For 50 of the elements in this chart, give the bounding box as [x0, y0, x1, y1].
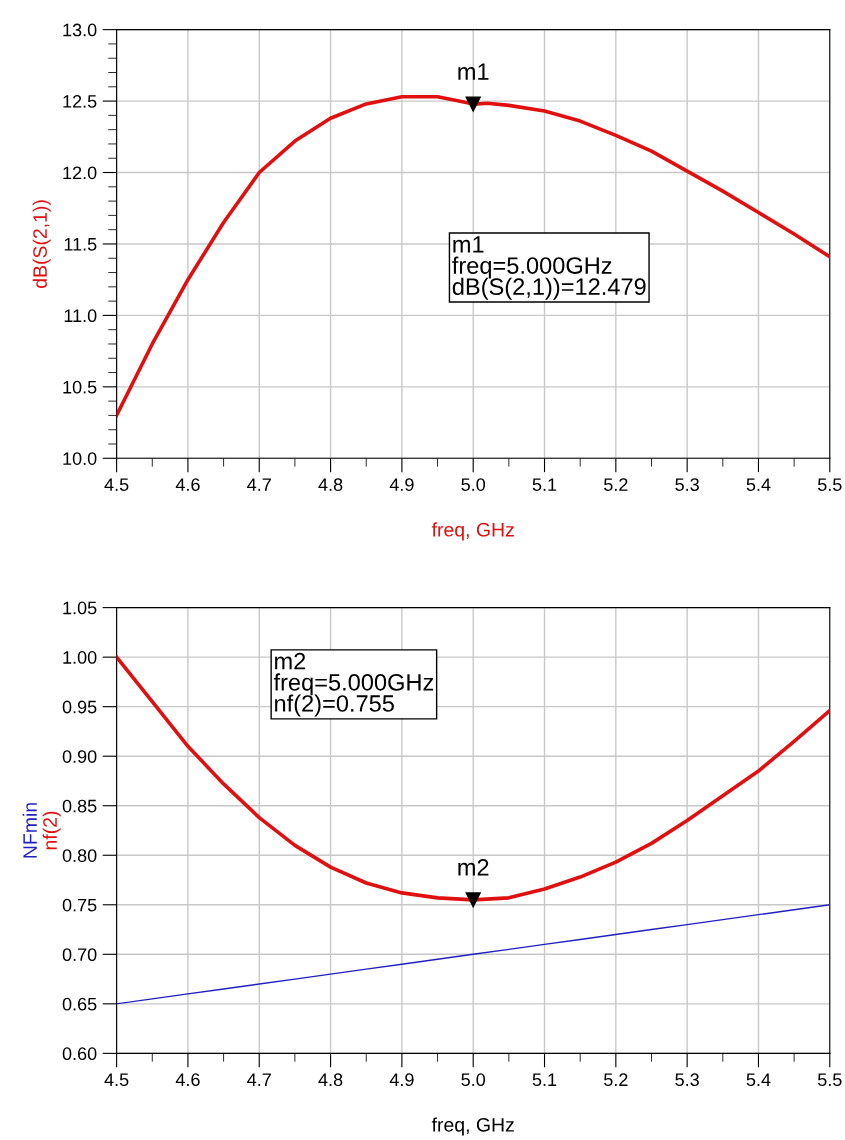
- x-tick-label: 5.0: [461, 1073, 486, 1087]
- x-tick-label: 5.5: [817, 1073, 842, 1087]
- x-tick-label: 5.1: [532, 478, 557, 491]
- x-tick-label: 4.5: [104, 478, 129, 491]
- text: nf(2): [42, 811, 61, 850]
- x-tick-label: 5.4: [746, 478, 771, 491]
- y-tick-label: 12.0: [63, 166, 97, 180]
- line-series: [116, 94, 830, 418]
- x-tick-label: 5.1: [532, 1073, 557, 1087]
- y-tick-label: 11.0: [64, 309, 97, 323]
- x-tick-label: 5.2: [604, 478, 628, 491]
- annotation: m2: [458, 859, 489, 876]
- y-tick-label: 10.5: [63, 380, 97, 394]
- x-tick-label: 5.3: [675, 478, 699, 491]
- y-tick-label: 0.85: [62, 799, 97, 813]
- text: NFmin: [22, 803, 37, 858]
- x-tick-label: 4.5: [104, 1073, 129, 1087]
- x-tick-label: 4.9: [389, 1073, 414, 1087]
- y-tick-label: 1.00: [63, 651, 97, 664]
- annotation: m1: [458, 63, 489, 80]
- y-tick-label: 1.05: [63, 601, 97, 615]
- x-tick-label: 4.6: [175, 478, 200, 491]
- x-tick-label: 5.4: [746, 1073, 771, 1087]
- x-tick-label: 4.6: [175, 1073, 200, 1087]
- y-tick-label: 0.90: [62, 750, 97, 763]
- x-tick-label: 4.7: [247, 478, 271, 491]
- y-tick-label: 13.0: [63, 23, 97, 37]
- y-tick-label: 0.95: [62, 700, 97, 714]
- x-tick-label: 5.2: [604, 1073, 628, 1087]
- y-tick-label: 0.65: [62, 997, 97, 1011]
- x-tick-label: 4.7: [247, 1073, 271, 1086]
- x-tick-label: 5.5: [817, 478, 842, 491]
- annotation: m1 freq=5.000GHz dB(S(2,1))=12.479: [452, 236, 646, 300]
- x-tick-label: 5.3: [675, 1073, 699, 1087]
- y-tick-label: 0.60: [62, 1047, 97, 1061]
- line-series: [116, 904, 830, 1005]
- y-tick-label: 0.75: [62, 898, 97, 912]
- x-tick-label: 4.9: [389, 478, 414, 491]
- y-tick-label: 0.70: [62, 948, 97, 962]
- y-tick-label: 12.5: [63, 95, 97, 108]
- y-tick-label: 10.0: [63, 452, 97, 465]
- y-tick-label: 0.80: [62, 849, 97, 862]
- x-axis-title: freq, GHz: [431, 522, 514, 541]
- text: dB(S(2,1)): [32, 200, 51, 288]
- x-tick-label: 4.8: [318, 1073, 343, 1087]
- x-tick-label: 4.8: [318, 478, 343, 491]
- x-axis-title: freq, GHz: [431, 1117, 514, 1136]
- annotation: m2 freq=5.000GHz nf(2)=0.755: [273, 652, 434, 717]
- x-tick-label: 5.0: [461, 478, 486, 491]
- y-tick-label: 11.5: [64, 238, 97, 251]
